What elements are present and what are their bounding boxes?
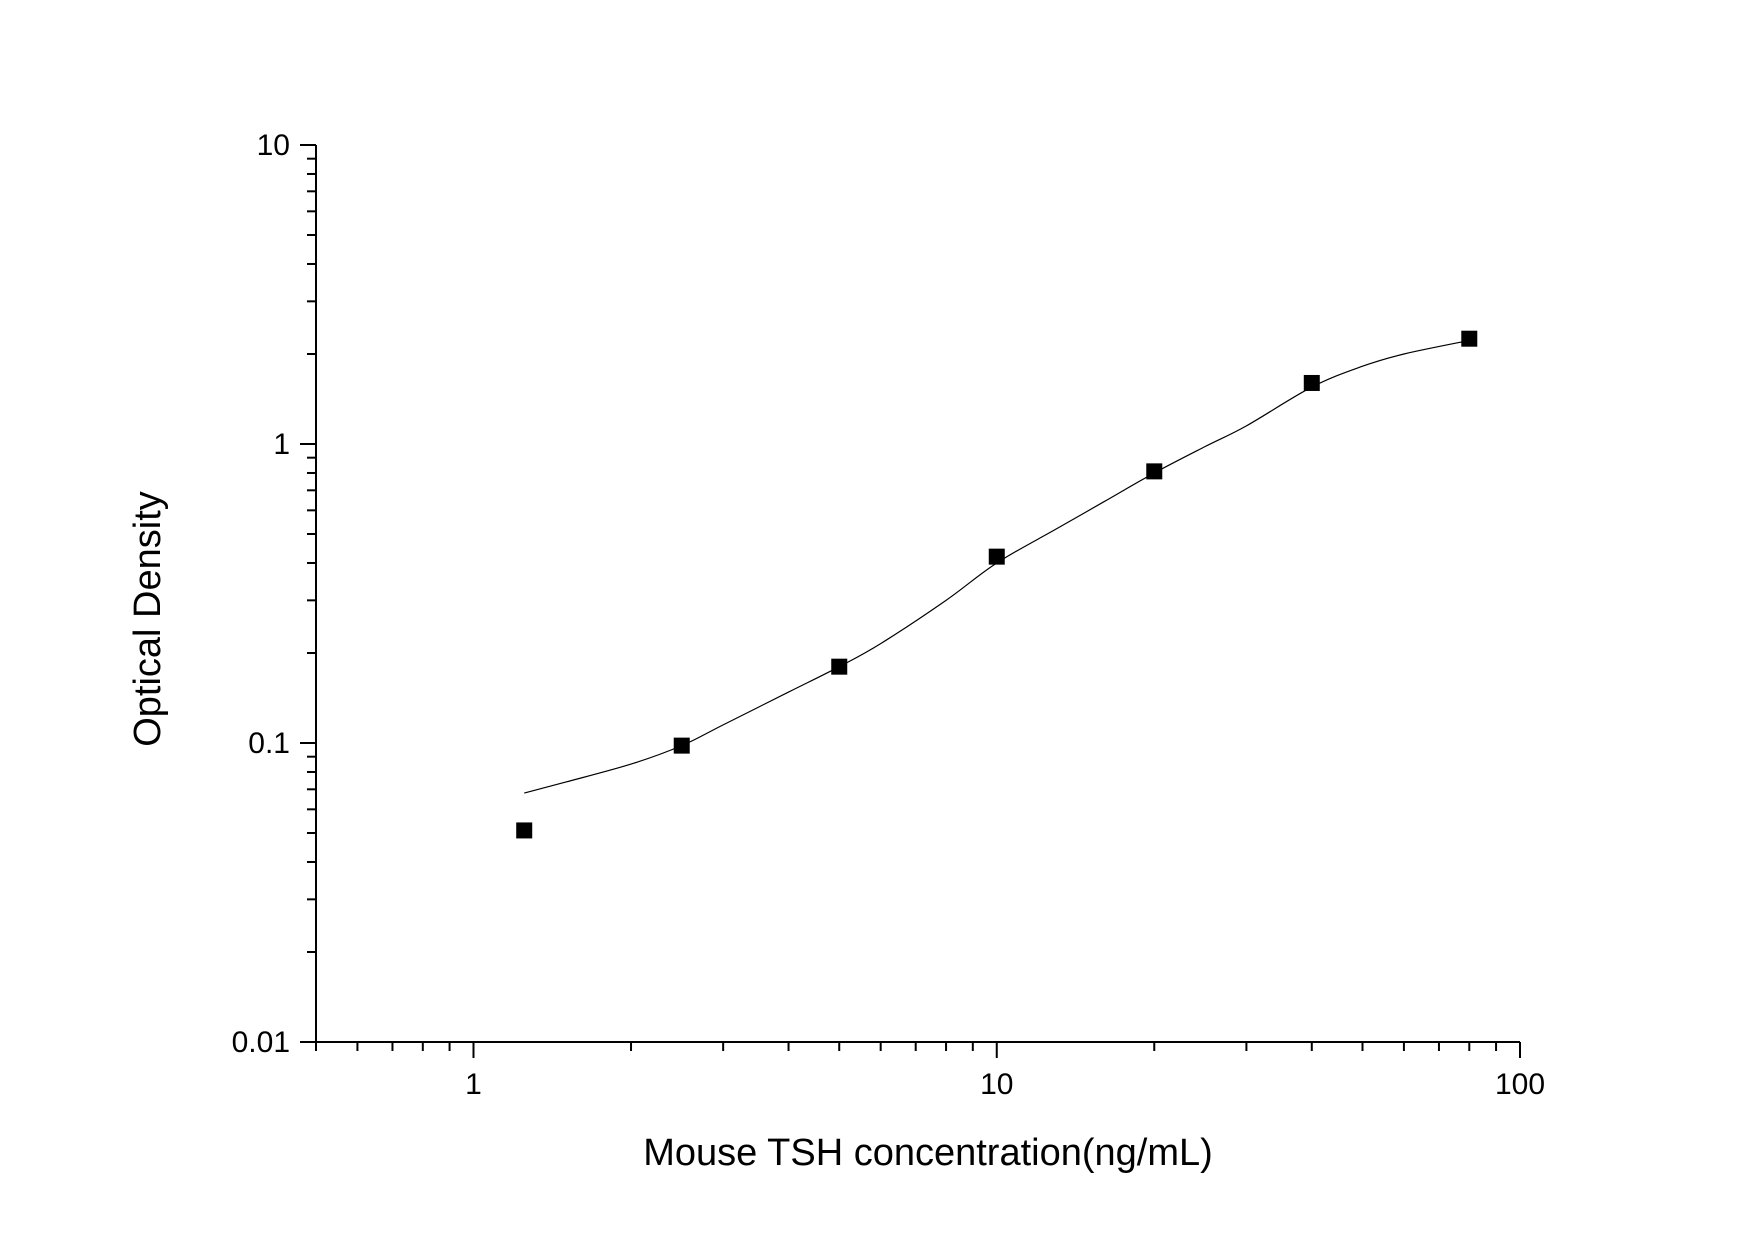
data-points <box>516 330 1478 839</box>
x-tick-label: 1 <box>465 1068 482 1101</box>
data-point <box>516 822 533 839</box>
y-tick-label: 0.1 <box>248 727 290 760</box>
data-point <box>1303 374 1320 391</box>
data-point <box>988 548 1005 565</box>
y-tick-label: 10 <box>257 129 290 162</box>
y-axis-title: Optical Density <box>127 491 169 747</box>
x-tick-label: 10 <box>980 1068 1013 1101</box>
y-tick-label: 1 <box>273 428 290 461</box>
x-axis-ticks: 1 10 100 <box>315 1042 1545 1101</box>
x-tick-label: 100 <box>1495 1068 1545 1101</box>
y-axis-ticks: 0.01 0.1 1 10 <box>232 129 316 1059</box>
data-point <box>673 737 690 754</box>
y-tick-label: 0.01 <box>232 1026 290 1059</box>
data-point <box>1461 330 1478 347</box>
data-point <box>831 658 848 675</box>
x-axis-title: Mouse TSH concentration(ng/mL) <box>643 1132 1213 1174</box>
fit-curve <box>524 339 1470 794</box>
data-point <box>1146 463 1163 480</box>
